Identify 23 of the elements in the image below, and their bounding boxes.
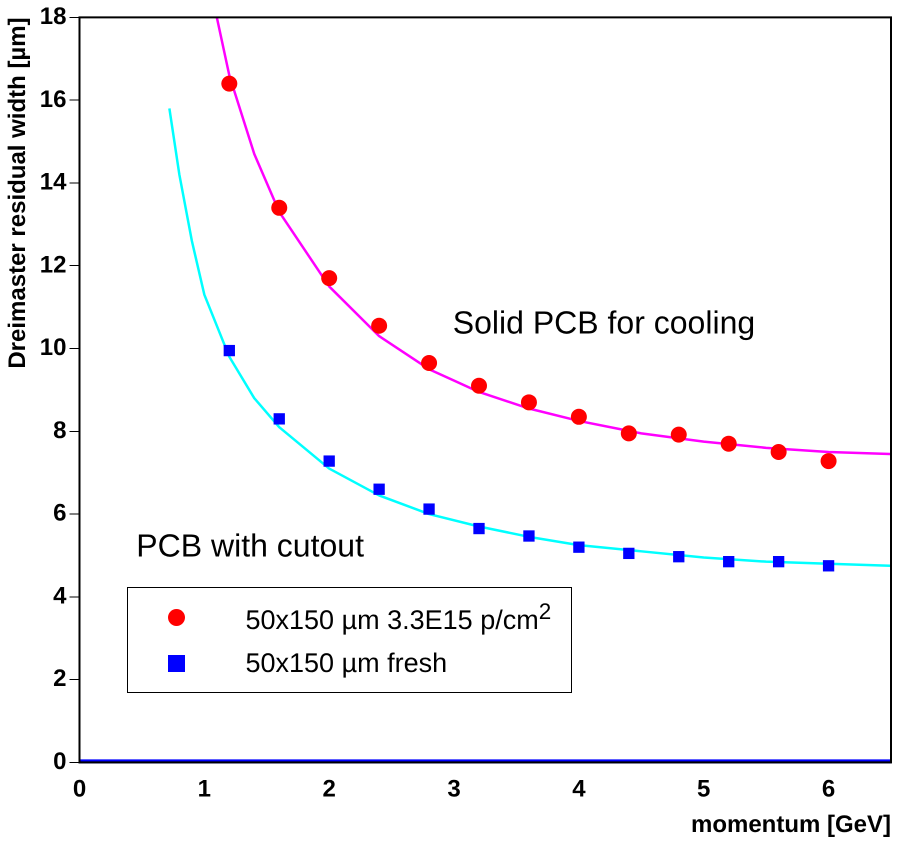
y-tick-label: 16 (40, 86, 66, 113)
x-tick-label: 2 (322, 775, 336, 802)
y-tick-label: 6 (53, 500, 66, 527)
y-tick-label: 2 (53, 665, 66, 692)
y-axis-title: Dreimaster residual width [µm] (4, 17, 32, 369)
y-tick-label: 18 (40, 3, 66, 30)
y-tick-label: 12 (40, 251, 66, 278)
y-tick-label: 8 (53, 416, 66, 444)
y-tick-label: 10 (40, 334, 66, 362)
legend-label: 50x150 µm fresh (245, 648, 448, 679)
annotation: PCB with cutout (136, 528, 364, 565)
y-tick-label: 0 (53, 748, 66, 776)
legend-label: 50x150 µm 3.3E15 p/cm$^{2}$ (245, 598, 552, 636)
annotation: Solid PCB for cooling (452, 304, 756, 342)
x-axis-title: momentum [GeV] (690, 811, 891, 838)
y-tick-label: 14 (40, 168, 68, 196)
x-tick-label: 6 (822, 775, 836, 802)
x-tick-label: 1 (198, 775, 212, 802)
x-tick-label: 0 (72, 775, 86, 802)
x-tick-label: 3 (447, 775, 461, 802)
y-tick-label: 4 (53, 582, 68, 610)
x-tick-label: 5 (697, 775, 710, 802)
x-tick-label: 4 (572, 775, 586, 802)
